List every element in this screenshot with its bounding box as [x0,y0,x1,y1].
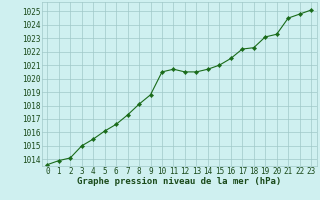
X-axis label: Graphe pression niveau de la mer (hPa): Graphe pression niveau de la mer (hPa) [77,177,281,186]
